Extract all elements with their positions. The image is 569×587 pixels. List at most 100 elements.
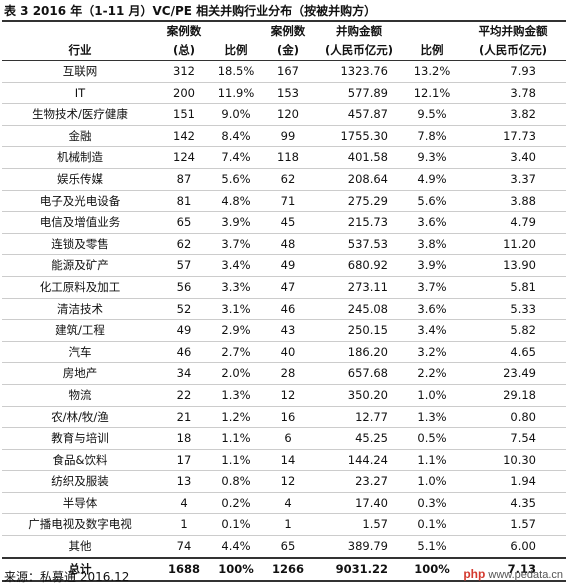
cell-industry: 物流 <box>2 384 158 407</box>
total-ratio: 100% <box>210 556 262 582</box>
cell-amount: 12.77 <box>314 406 404 429</box>
cell-count-amount: 28 <box>262 362 314 385</box>
cell-ratio: 2.9% <box>210 319 262 342</box>
cell-amount-ratio: 3.8% <box>404 233 460 256</box>
watermark-site: www.pedata.cn <box>488 569 563 581</box>
cell-ratio: 0.8% <box>210 470 262 493</box>
total-row: 总计 1688 100% 1266 9031.22 100% 7.13 <box>2 556 566 582</box>
cell-amount-ratio: 3.9% <box>404 254 460 277</box>
cell-count-amount: 62 <box>262 168 314 191</box>
cell-amount-ratio: 12.1% <box>404 82 460 105</box>
cell-industry: 机械制造 <box>2 146 158 169</box>
total-amount: 9031.22 <box>314 556 404 582</box>
cell-amount: 208.64 <box>314 168 404 191</box>
cell-avg-amount: 4.65 <box>460 341 566 364</box>
cell-count: 22 <box>158 384 210 407</box>
cell-avg-amount: 13.90 <box>460 254 566 277</box>
table-title: 表 3 2016 年（1-11 月）VC/PE 相关并购行业分布（按被并购方） <box>4 4 377 18</box>
table-row: 其他 74 4.4% 65 389.79 5.1% 6.00 <box>2 535 566 559</box>
header-industry-line2: 行业 <box>2 41 158 61</box>
table-footer: 总计 1688 100% 1266 9031.22 100% 7.13 <box>2 556 566 582</box>
cell-count-amount: 48 <box>262 233 314 256</box>
cell-count-amount: 167 <box>262 60 314 83</box>
cell-count-amount: 40 <box>262 341 314 364</box>
cell-count: 4 <box>158 492 210 515</box>
source-note: 来源：私募通 2016.12 <box>4 570 130 584</box>
cell-amount-ratio: 3.6% <box>404 298 460 321</box>
cell-count-amount: 1 <box>262 513 314 537</box>
header-count-line1: 案例数 <box>158 20 210 41</box>
cell-count: 46 <box>158 341 210 364</box>
header-amount-line1: 并购金额 <box>314 20 404 41</box>
table-row: 房地产 34 2.0% 28 657.68 2.2% 23.49 <box>2 362 566 385</box>
cell-count-amount: 12 <box>262 384 314 407</box>
cell-count: 1 <box>158 513 210 537</box>
industry-distribution-table: 案例数 案例数 并购金额 平均并购金额 行业 (总) 比例 (金) (人民币亿元… <box>2 20 566 582</box>
cell-count-amount: 118 <box>262 146 314 169</box>
cell-avg-amount: 5.81 <box>460 276 566 299</box>
cell-amount: 680.92 <box>314 254 404 277</box>
cell-ratio: 8.4% <box>210 125 262 148</box>
cell-industry: 金融 <box>2 125 158 148</box>
cell-amount: 389.79 <box>314 535 404 559</box>
header-amount-ratio-line1 <box>404 20 460 41</box>
total-count: 1688 <box>158 556 210 582</box>
cell-amount-ratio: 1.1% <box>404 449 460 472</box>
cell-amount: 1.57 <box>314 513 404 537</box>
table-row: 机械制造 124 7.4% 118 401.58 9.3% 3.40 <box>2 146 566 169</box>
table-row: 电子及光电设备 81 4.8% 71 275.29 5.6% 3.88 <box>2 190 566 213</box>
cell-count-amount: 49 <box>262 254 314 277</box>
cell-count: 56 <box>158 276 210 299</box>
cell-amount-ratio: 9.3% <box>404 146 460 169</box>
cell-industry: 连锁及零售 <box>2 233 158 256</box>
cell-amount-ratio: 3.6% <box>404 211 460 234</box>
cell-ratio: 1.1% <box>210 427 262 450</box>
header-count-amount-line2: (金) <box>262 41 314 61</box>
cell-count: 57 <box>158 254 210 277</box>
cell-count: 200 <box>158 82 210 105</box>
cell-count: 142 <box>158 125 210 148</box>
cell-ratio: 3.1% <box>210 298 262 321</box>
cell-avg-amount: 5.33 <box>460 298 566 321</box>
cell-amount-ratio: 1.0% <box>404 384 460 407</box>
cell-industry: 娱乐传媒 <box>2 168 158 191</box>
header-count-amount-line1: 案例数 <box>262 20 314 41</box>
table-row: IT 200 11.9% 153 577.89 12.1% 3.78 <box>2 82 566 105</box>
cell-industry: 农/林/牧/渔 <box>2 406 158 429</box>
cell-amount: 215.73 <box>314 211 404 234</box>
cell-ratio: 1.1% <box>210 449 262 472</box>
cell-ratio: 0.1% <box>210 513 262 537</box>
cell-count-amount: 14 <box>262 449 314 472</box>
cell-industry: 生物技术/医疗健康 <box>2 103 158 126</box>
total-industry: 总计 <box>2 556 158 582</box>
cell-amount: 275.29 <box>314 190 404 213</box>
cell-industry: 能源及矿产 <box>2 254 158 277</box>
cell-ratio: 3.9% <box>210 211 262 234</box>
cell-count-amount: 6 <box>262 427 314 450</box>
cell-amount-ratio: 3.4% <box>404 319 460 342</box>
header-industry-line1 <box>2 20 158 41</box>
cell-avg-amount: 1.94 <box>460 470 566 493</box>
table-row: 纺织及服装 13 0.8% 12 23.27 1.0% 1.94 <box>2 470 566 493</box>
header-row-1: 案例数 案例数 并购金额 平均并购金额 <box>2 20 566 41</box>
cell-amount: 350.20 <box>314 384 404 407</box>
header-amount-ratio-line2: 比例 <box>404 41 460 61</box>
cell-avg-amount: 29.18 <box>460 384 566 407</box>
table-row: 农/林/牧/渔 21 1.2% 16 12.77 1.3% 0.80 <box>2 406 566 429</box>
cell-amount: 186.20 <box>314 341 404 364</box>
table-row: 生物技术/医疗健康 151 9.0% 120 457.87 9.5% 3.82 <box>2 103 566 126</box>
cell-amount-ratio: 5.6% <box>404 190 460 213</box>
cell-amount: 23.27 <box>314 470 404 493</box>
cell-count-amount: 120 <box>262 103 314 126</box>
header-ratio-line1 <box>210 20 262 41</box>
cell-count: 151 <box>158 103 210 126</box>
table-body: 互联网 312 18.5% 167 1323.76 13.2% 7.93 IT 200 11.9%… <box>2 60 566 559</box>
cell-avg-amount: 6.00 <box>460 535 566 559</box>
table-row: 建筑/工程 49 2.9% 43 250.15 3.4% 5.82 <box>2 319 566 342</box>
table-header: 案例数 案例数 并购金额 平均并购金额 行业 (总) 比例 (金) (人民币亿元… <box>2 20 566 61</box>
cell-count: 81 <box>158 190 210 213</box>
cell-ratio: 2.0% <box>210 362 262 385</box>
cell-count: 74 <box>158 535 210 559</box>
table-row: 化工原料及加工 56 3.3% 47 273.11 3.7% 5.81 <box>2 276 566 299</box>
cell-amount: 1755.30 <box>314 125 404 148</box>
